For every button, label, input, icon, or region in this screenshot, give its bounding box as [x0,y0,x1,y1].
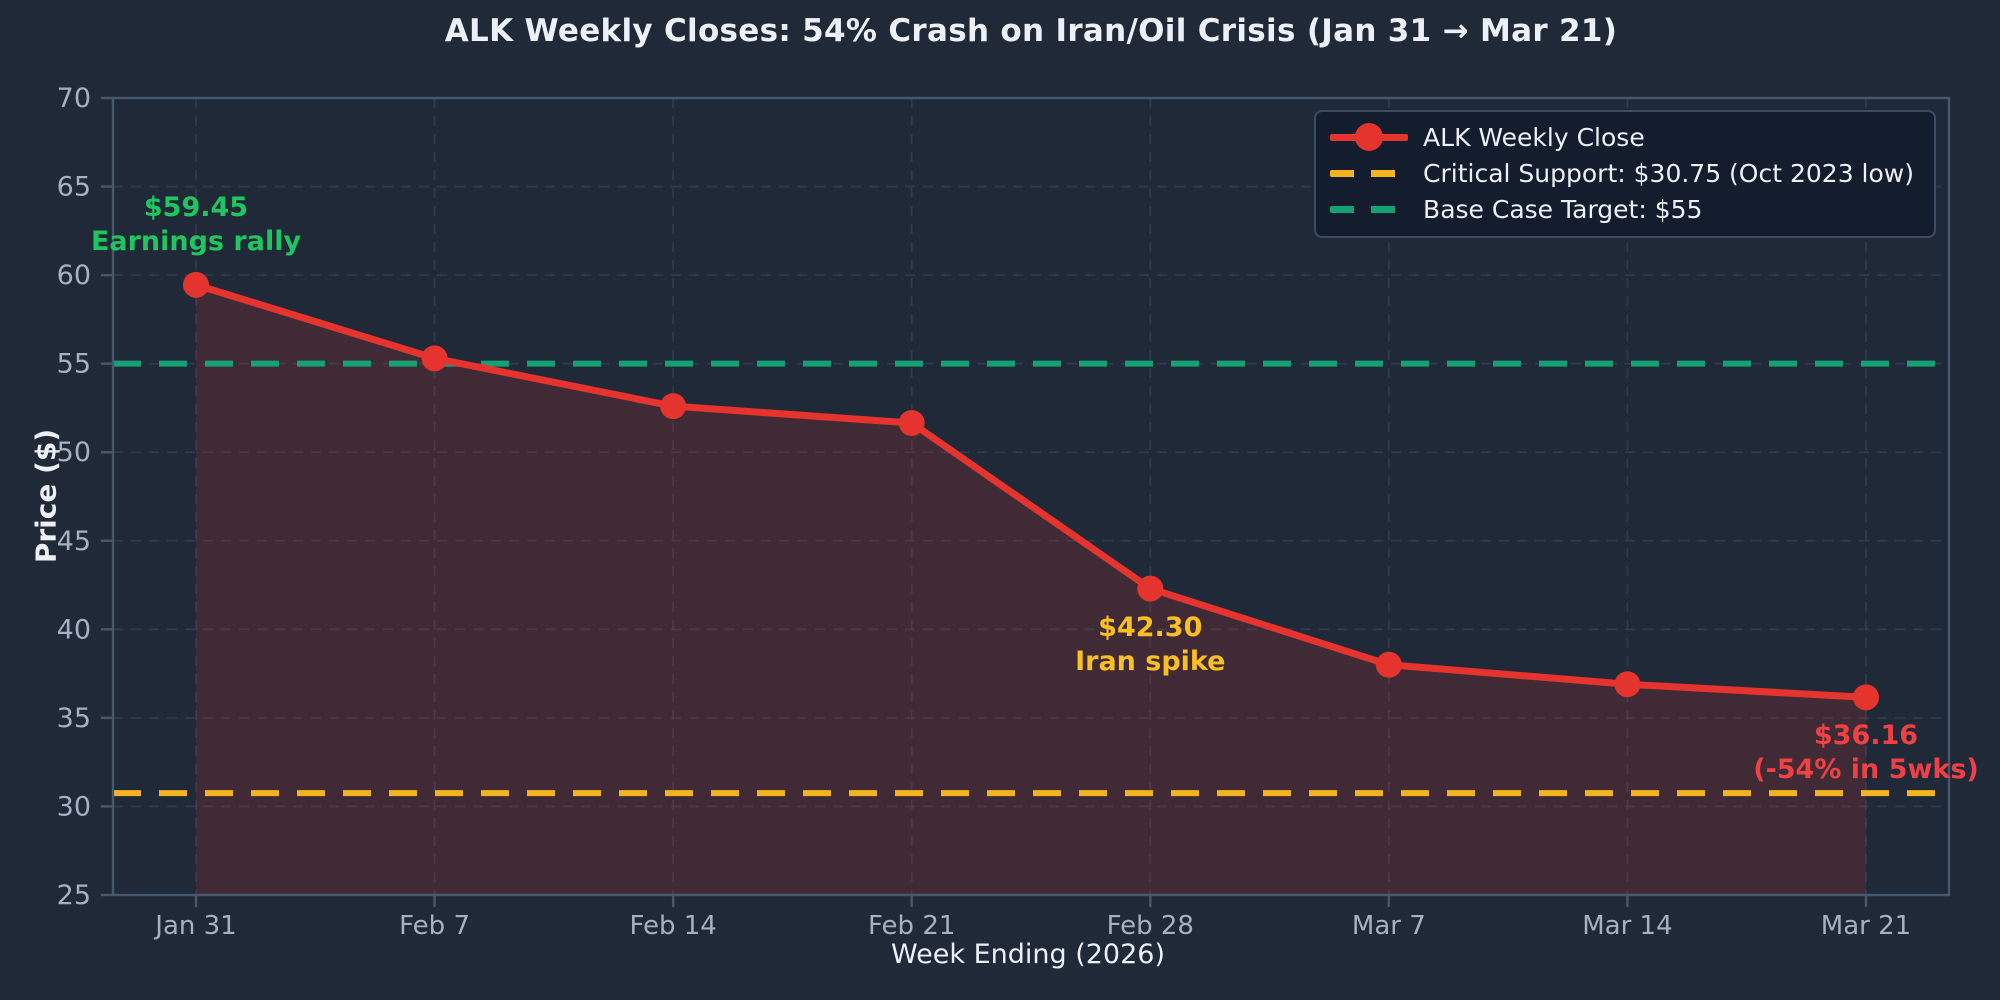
x-tick-label: Feb 14 [629,911,716,941]
legend-item-critical-support: Critical Support: $30.75 (Oct 2023 low) [1330,157,1914,189]
data-point-marker [1614,671,1641,698]
x-tick-label: Jan 31 [153,911,236,941]
chart-title: ALK Weekly Closes: 54% Crash on Iran/Oil… [444,13,1618,49]
y-tick-label: 45 [57,526,91,557]
x-tick-label: Mar 14 [1582,911,1672,941]
annotation-price: $42.30 [1098,611,1203,643]
annotation-price: $36.16 [1813,720,1919,752]
legend-label: Base Case Target: $55 [1423,194,1703,224]
x-tick-label: Mar 21 [1821,911,1911,941]
y-tick-label: 60 [57,260,91,291]
legend-label: ALK Weekly Close [1423,122,1645,152]
data-point-marker [898,409,925,436]
y-tick-label: 35 [57,703,91,734]
annotation-caption: Iran spike [1075,645,1226,677]
annotation-iran-spike: $42.30 Iran spike [1075,611,1225,679]
annotation-price: $59.45 [143,191,249,223]
data-point-marker [1375,651,1402,678]
x-tick-label: Mar 7 [1352,911,1426,941]
legend-swatch-line-with-marker-icon [1330,123,1409,151]
plot-border [111,96,1951,897]
data-point-marker [1137,575,1164,602]
x-axis-label: Week Ending (2026) [891,939,1165,970]
data-point-marker [183,271,209,298]
legend-swatch-dashed-line-icon [1330,159,1409,187]
legend-label: Critical Support: $30.75 (Oct 2023 low) [1423,158,1914,188]
legend-swatch-dashed-line-icon [1330,195,1409,223]
x-tick-label: Feb 7 [399,911,470,941]
area-fill [196,284,1866,895]
annotation-caption: (-54% in 5wks) [1753,754,1979,786]
data-point-marker [421,345,448,372]
y-tick-label: 70 [57,83,91,114]
annotation-final-low: $36.16 (-54% in 5wks) [1753,719,1979,787]
data-point-marker [1853,684,1879,711]
legend-item-weekly-close: ALK Weekly Close [1330,121,1914,153]
legend: ALK Weekly Close Critical Support: $30.7… [1314,110,1936,238]
y-tick-label: 50 [57,437,91,468]
data-point-marker [660,393,687,420]
annotation-caption: Earnings rally [90,225,302,257]
x-tick-label: Feb 28 [1107,911,1194,941]
y-tick-label: 40 [57,614,91,645]
y-axis-label: Price ($) [29,428,63,564]
legend-item-base-case-target: Base Case Target: $55 [1330,193,1914,225]
y-tick-label: 65 [57,172,91,203]
y-tick-label: 55 [57,349,91,380]
x-tick-label: Feb 21 [868,911,955,941]
y-tick-label: 30 [57,791,91,822]
price-line [192,281,1870,701]
annotation-earnings-rally: $59.45 Earnings rally [91,191,301,259]
y-tick-label: 25 [57,880,91,911]
